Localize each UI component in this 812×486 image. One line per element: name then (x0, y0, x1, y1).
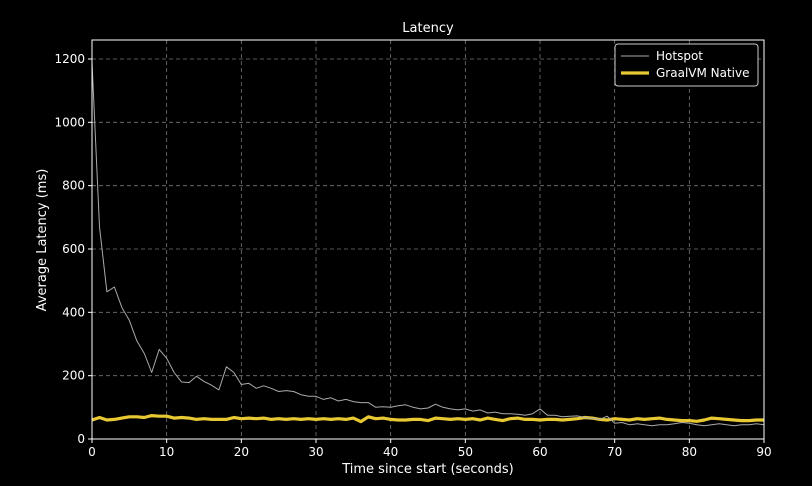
y-axis-title: Average Latency (ms) (35, 169, 50, 312)
x-tick-label: 20 (234, 445, 249, 459)
ticks: 0 10 20 30 40 50 60 70 80 90 0 200 400 600 800 1000 1200 (54, 52, 771, 459)
x-tick-label: 10 (159, 445, 174, 459)
y-tick-label: 200 (62, 369, 85, 383)
x-tick-label: 40 (383, 445, 398, 459)
x-tick-label: 0 (88, 445, 96, 459)
series-layer (91, 62, 765, 427)
x-tick-label: 50 (458, 445, 473, 459)
series-line-hotspot (91, 62, 765, 427)
plot-frame (91, 39, 765, 440)
x-tick-label: 80 (682, 445, 697, 459)
x-axis-title: Time since start (seconds) (341, 462, 514, 477)
y-tick-label: 800 (62, 179, 85, 193)
chart-title: Latency (402, 21, 454, 36)
y-tick-label: 0 (77, 432, 85, 446)
legend-label: Hotspot (656, 49, 703, 63)
x-tick-label: 70 (607, 445, 622, 459)
legend: Hotspot GraalVM Native (614, 43, 759, 87)
series-line-graalvm-native (91, 414, 764, 424)
x-tick-label: 90 (756, 445, 771, 459)
y-tick-label: 600 (62, 242, 85, 256)
y-tick-label: 1200 (54, 52, 85, 66)
y-tick-label: 1000 (54, 115, 85, 129)
x-tick-label: 60 (532, 445, 547, 459)
legend-box (614, 43, 759, 87)
y-tick-label: 400 (62, 305, 85, 319)
legend-label: GraalVM Native (656, 66, 750, 80)
x-tick-label: 30 (308, 445, 323, 459)
